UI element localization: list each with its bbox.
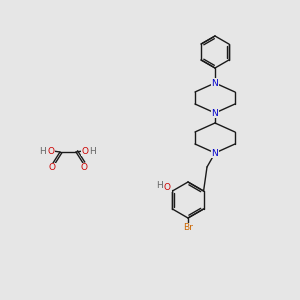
Text: N: N: [212, 148, 218, 158]
Text: O: O: [80, 164, 88, 172]
Text: O: O: [164, 182, 171, 191]
Text: O: O: [47, 146, 55, 155]
Text: H: H: [40, 146, 46, 155]
Text: Br: Br: [183, 224, 193, 232]
Text: N: N: [212, 79, 218, 88]
Text: O: O: [49, 164, 56, 172]
Text: H: H: [156, 182, 163, 190]
Text: N: N: [212, 109, 218, 118]
Text: O: O: [82, 146, 88, 155]
Text: H: H: [90, 146, 96, 155]
